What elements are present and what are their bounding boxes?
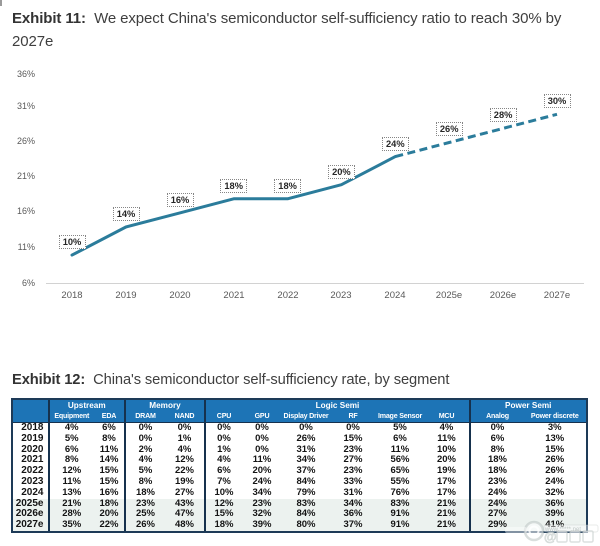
svg-text:www.*****.net: www.*****.net bbox=[544, 527, 581, 533]
svg-text:@: @ bbox=[544, 529, 557, 544]
